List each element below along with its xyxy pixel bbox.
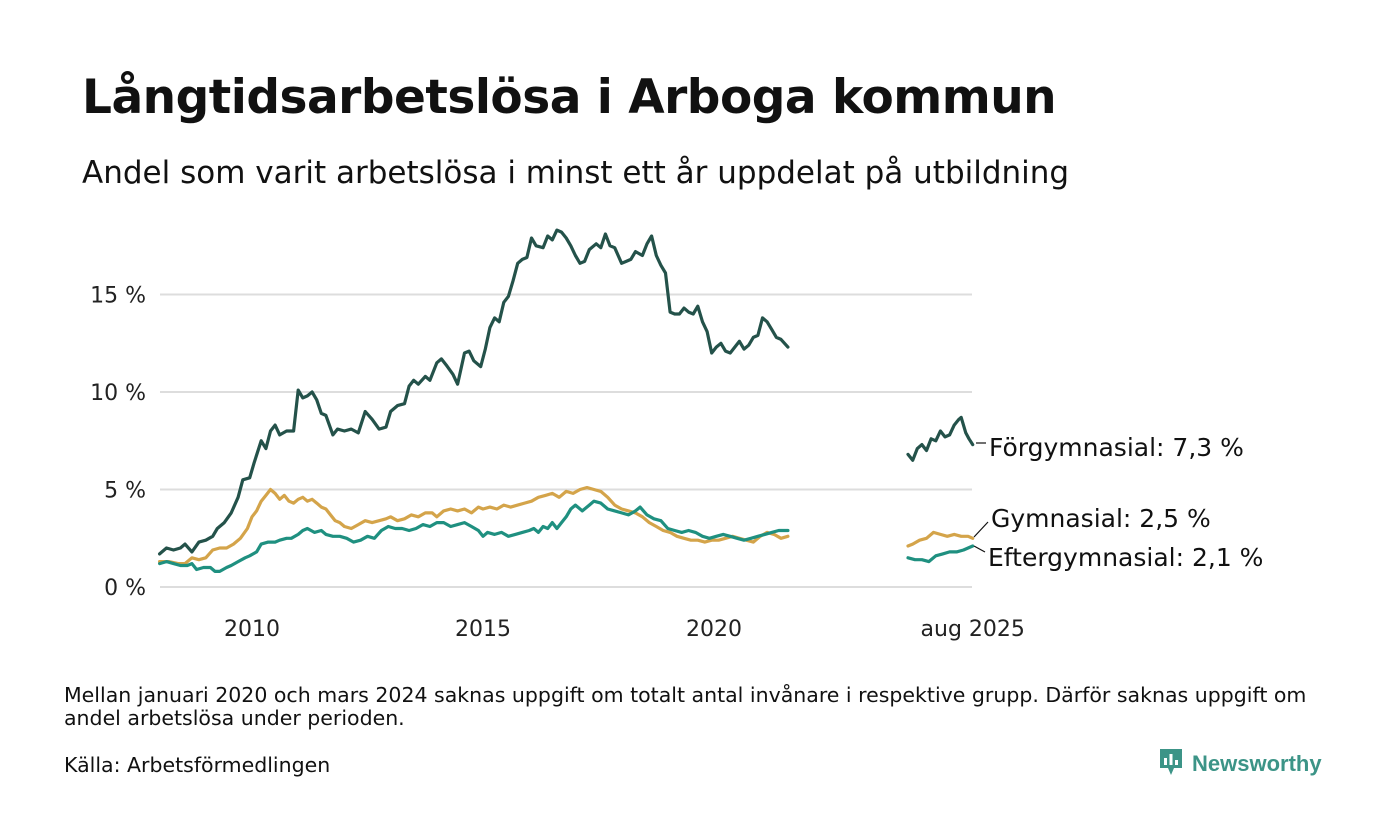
series-line bbox=[158, 499, 790, 573]
source-note: Källa: Arbetsförmedlingen bbox=[64, 753, 331, 777]
series-end-label: Eftergymnasial: 2,1 % bbox=[988, 543, 1263, 572]
series-end-label: Förgymnasial: 7,3 % bbox=[989, 433, 1244, 462]
footnote: Mellan januari 2020 och mars 2024 saknas… bbox=[64, 683, 1307, 730]
x-tick-label: 2010 bbox=[224, 617, 280, 642]
series-lines bbox=[158, 228, 975, 573]
grid-lines bbox=[160, 293, 972, 588]
series-line bbox=[158, 228, 790, 556]
series-end-label: Gymnasial: 2,5 % bbox=[991, 504, 1211, 533]
end-labels: Förgymnasial: 7,3 % Gymnasial: 2,5 % Efter… bbox=[973, 433, 1263, 572]
label-leader-line bbox=[973, 545, 986, 553]
x-tick-label: 2020 bbox=[686, 617, 742, 642]
y-tick-label: 0 % bbox=[104, 576, 146, 601]
x-tick-label: aug 2025 bbox=[921, 617, 1025, 642]
label-leader-line bbox=[973, 521, 989, 538]
chart-title: Långtidsarbetslösa i Arboga kommun bbox=[82, 70, 1057, 125]
x-axis: 2010 2015 2020 aug 2025 bbox=[224, 617, 1025, 642]
y-axis: 0 % 5 % 10 % 15 % bbox=[90, 284, 146, 602]
chart-subtitle: Andel som varit arbetslösa i minst ett å… bbox=[82, 155, 1070, 191]
brand-name: Newsworthy bbox=[1192, 751, 1322, 776]
series-line bbox=[906, 415, 975, 462]
series-line bbox=[158, 486, 790, 566]
y-tick-label: 10 % bbox=[90, 381, 146, 406]
series-line bbox=[906, 530, 975, 548]
y-tick-label: 15 % bbox=[90, 284, 146, 309]
x-tick-label: 2015 bbox=[455, 617, 511, 642]
y-tick-label: 5 % bbox=[104, 479, 146, 504]
brand-logo[interactable]: Newsworthy bbox=[1158, 747, 1322, 781]
newsworthy-logo-icon bbox=[1158, 747, 1184, 781]
series-line bbox=[906, 544, 975, 564]
